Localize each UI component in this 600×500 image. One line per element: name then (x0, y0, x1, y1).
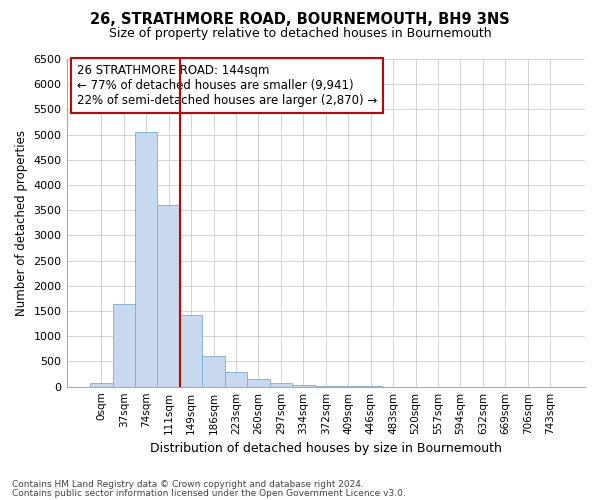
Bar (269, 384, 292, 386)
Text: Contains HM Land Registry data © Crown copyright and database right 2024.: Contains HM Land Registry data © Crown c… (12, 480, 364, 489)
Text: Size of property relative to detached houses in Bournemouth: Size of property relative to detached ho… (109, 28, 491, 40)
Bar (90, 384, 113, 386)
Bar (135, 132, 157, 386)
Text: 26, STRATHMORE ROAD, BOURNEMOUTH, BH9 3NS: 26, STRATHMORE ROAD, BOURNEMOUTH, BH9 3N… (90, 12, 510, 28)
Y-axis label: Number of detached properties: Number of detached properties (15, 130, 28, 316)
Bar (247, 380, 269, 386)
Bar (202, 356, 225, 386)
Bar (180, 314, 202, 386)
Bar (157, 205, 180, 386)
Bar (113, 304, 135, 386)
X-axis label: Distribution of detached houses by size in Bournemouth: Distribution of detached houses by size … (150, 442, 502, 455)
Text: Contains public sector information licensed under the Open Government Licence v3: Contains public sector information licen… (12, 488, 406, 498)
Text: 26 STRATHMORE ROAD: 144sqm
← 77% of detached houses are smaller (9,941)
22% of s: 26 STRATHMORE ROAD: 144sqm ← 77% of deta… (77, 64, 377, 107)
Bar (225, 372, 247, 386)
Bar (292, 385, 314, 386)
